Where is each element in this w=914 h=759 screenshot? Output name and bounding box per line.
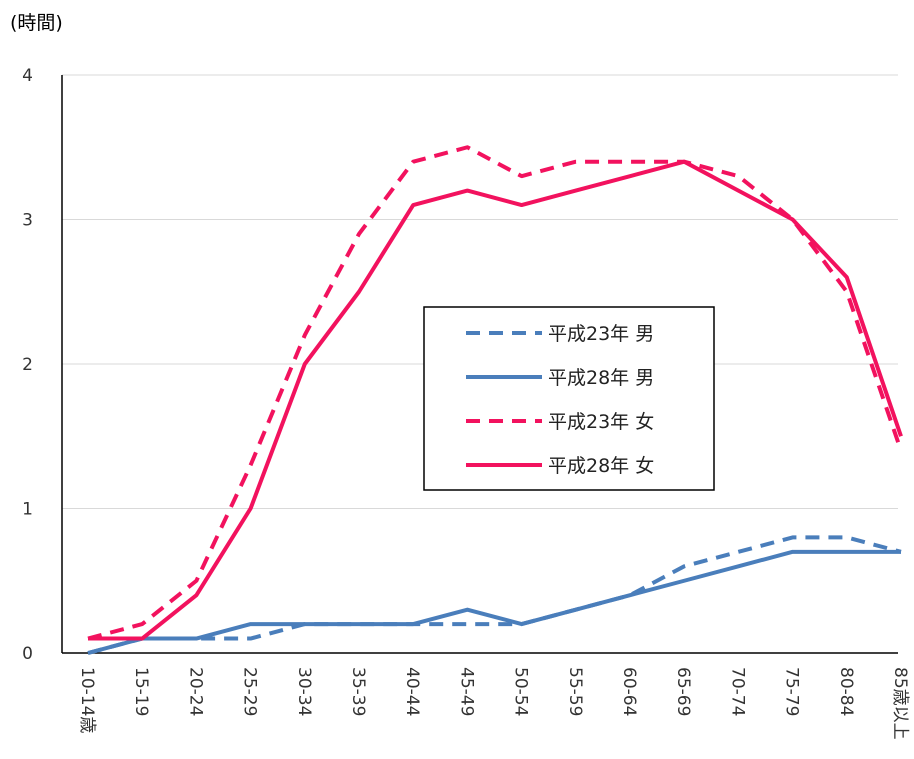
x-tick-label: 40-44 [402, 667, 422, 716]
x-tick-label: 65-69 [673, 667, 693, 716]
series-lines [87, 145, 903, 655]
x-tick-label: 55-59 [565, 667, 585, 716]
x-tick-label: 20-24 [185, 667, 205, 716]
y-axis-unit-label: (時間) [10, 12, 63, 34]
legend-label: 平成28年 女 [548, 455, 654, 477]
x-tick-label: 10-14歳 [77, 667, 97, 733]
x-tick-label: 85歳以上 [890, 667, 910, 740]
series-line [87, 549, 901, 655]
series-line [88, 159, 903, 641]
x-tick-labels: 10-14歳 15-19 20-24 25-29 30-34 35-39 40-44 45-4… [77, 667, 910, 740]
y-tick-label: 3 [22, 211, 33, 231]
y-tick-label: 1 [22, 500, 33, 520]
x-tick-label: 60-64 [619, 667, 639, 716]
x-tick-label: 30-34 [294, 667, 314, 716]
series-line [87, 145, 903, 641]
legend-label: 平成23年 男 [548, 323, 654, 345]
x-tick-label: 80-84 [836, 667, 856, 716]
x-tick-label: 45-49 [456, 667, 476, 716]
x-tick-label: 70-74 [727, 667, 747, 716]
y-tick-labels: 0 1 2 3 4 [22, 66, 33, 664]
legend-label: 平成28年 男 [548, 367, 654, 389]
series-line [87, 535, 902, 655]
y-tick-label: 2 [22, 355, 33, 375]
legend-box [423, 306, 715, 491]
x-tick-label: 15-19 [131, 667, 151, 716]
x-tick-label: 50-54 [511, 667, 531, 716]
x-tick-label: 25-29 [240, 667, 260, 716]
x-tick-label: 75-79 [782, 667, 802, 716]
axes [61, 75, 898, 654]
legend-label: 平成23年 女 [548, 411, 654, 433]
x-tick-label: 35-39 [348, 667, 368, 716]
y-tick-label: 4 [22, 66, 33, 86]
y-tick-label: 0 [22, 644, 33, 664]
